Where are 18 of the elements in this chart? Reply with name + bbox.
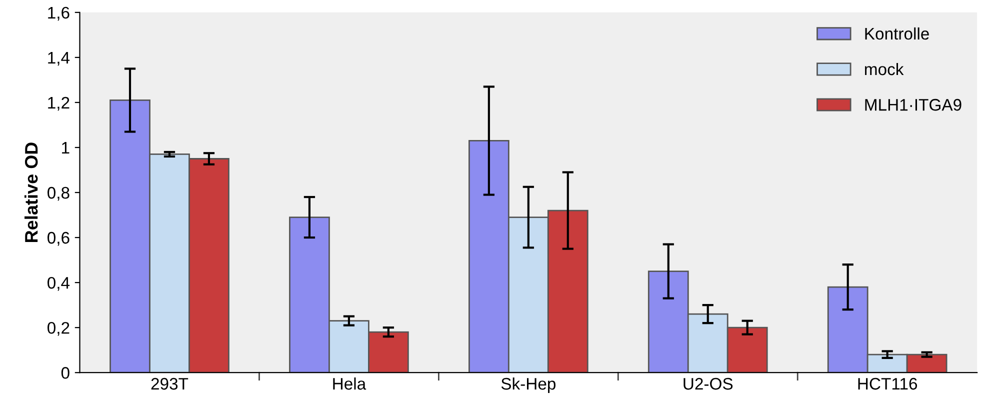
x-tick-label: U2-OS (684, 378, 733, 390)
y-tick-label: 0 (61, 367, 70, 379)
y-axis-title: Relative OD (24, 142, 38, 242)
y-tick-label: 0,2 (48, 322, 70, 336)
legend-label: MLH1·ITGA9 (865, 98, 962, 111)
legend-label: mock (865, 62, 904, 76)
x-tick-label: Hela (333, 377, 366, 390)
y-tick-label: 1,2 (48, 96, 70, 111)
x-tick-label: Sk-Hep (501, 377, 556, 393)
y-tick-label: 0,8 (48, 186, 70, 201)
y-tick-label: 1 (62, 142, 70, 154)
y-tick-label: 0,6 (48, 232, 70, 246)
x-tick-label: HCT116 (858, 378, 918, 390)
x-tick-label: 293T (151, 378, 188, 390)
legend-label: Kontrolle (865, 27, 929, 40)
y-tick-label: 0,4 (48, 276, 70, 291)
y-tick-label: 1,4 (48, 52, 70, 66)
y-tick-label: 1,6 (48, 6, 70, 21)
